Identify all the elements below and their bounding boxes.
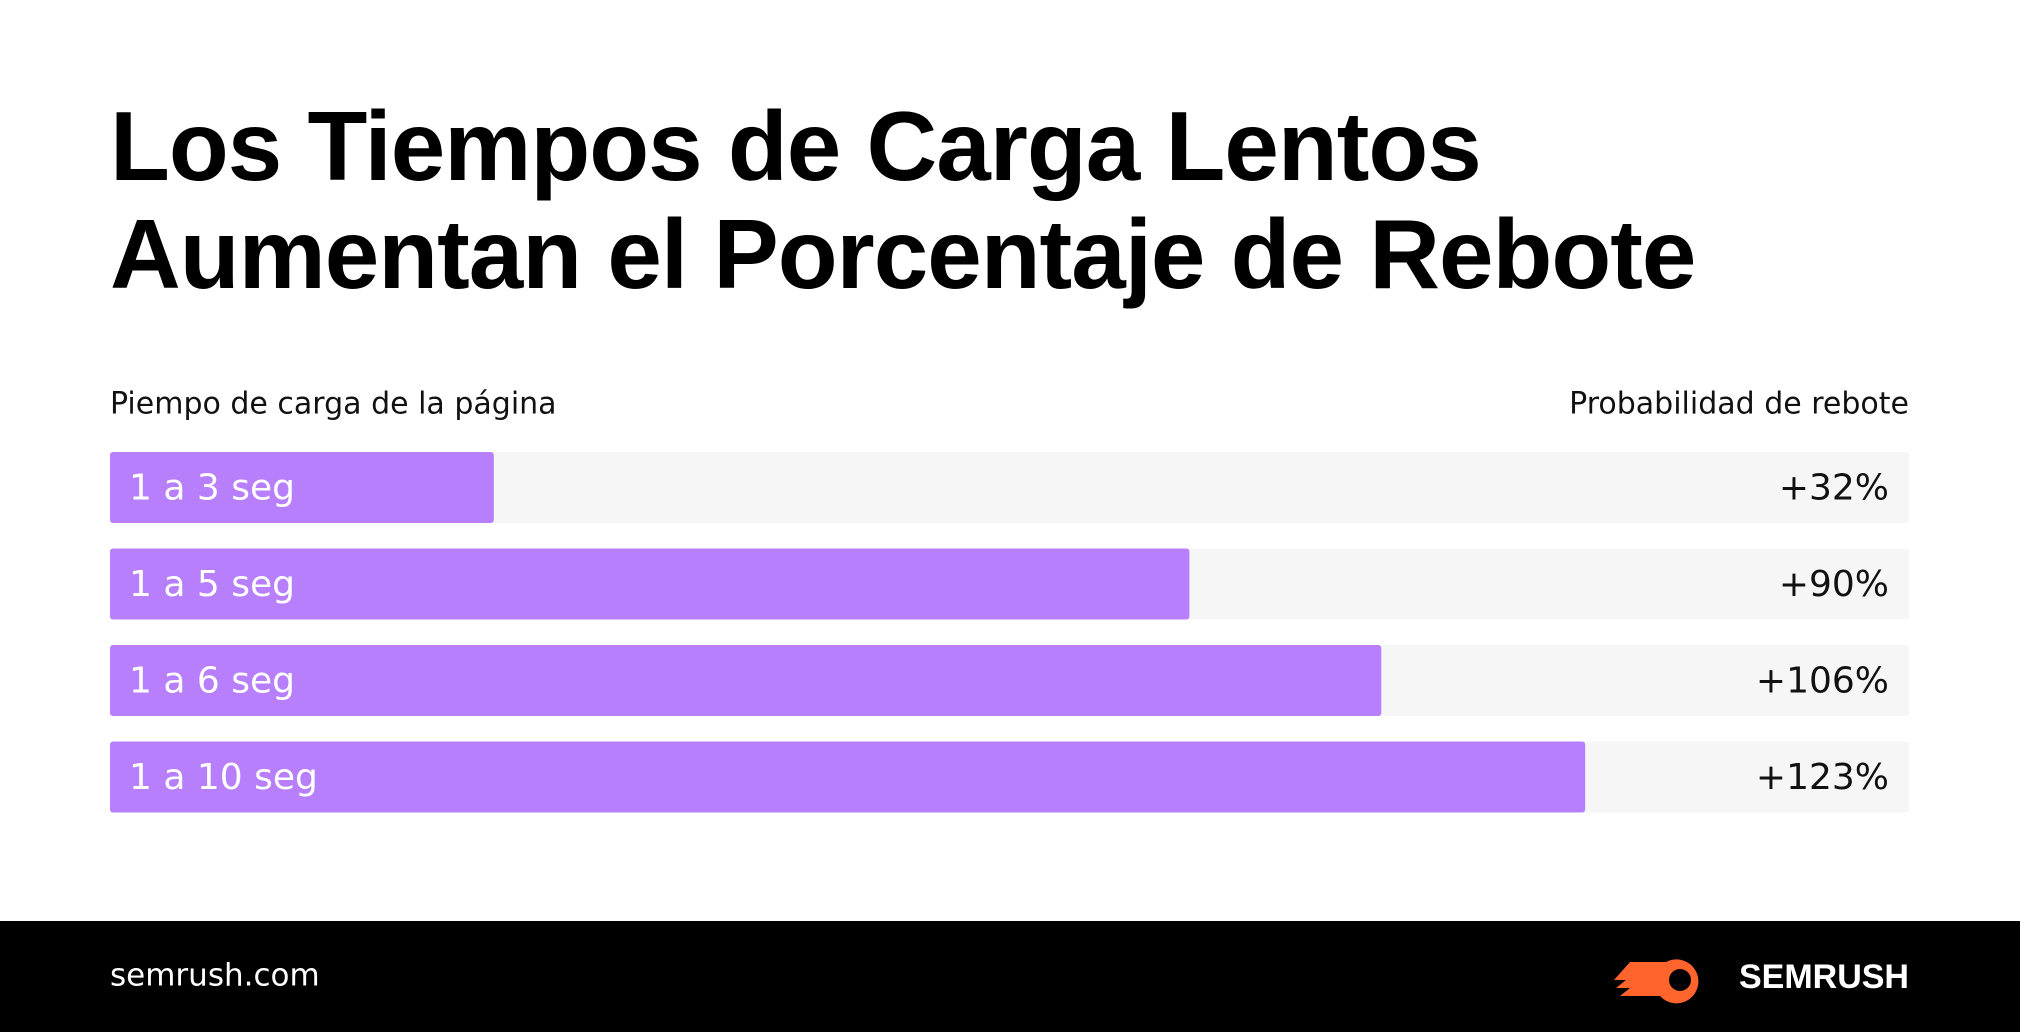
bar [110, 548, 1190, 620]
category-label: 1 a 3 seg [129, 468, 295, 509]
bar-track [110, 452, 1909, 523]
value-label: +90% [1779, 564, 1889, 605]
footer-site: semrush.com [110, 958, 320, 994]
category-label: 1 a 10 seg [129, 757, 318, 798]
footer-brand: SEMRUSH [1739, 958, 1909, 996]
category-label: 1 a 6 seg [129, 661, 295, 702]
bar [110, 645, 1382, 716]
value-header: Probabilidad de rebote [1569, 387, 1909, 422]
category-header: Piempo de carga de la página [110, 387, 557, 422]
brand-logo: SEMRUSH [1614, 958, 1909, 1004]
bar [110, 452, 494, 523]
category-label: 1 a 5 seg [129, 564, 295, 605]
value-label: +32% [1779, 468, 1889, 509]
value-label: +106% [1756, 661, 1889, 702]
chart-title: Los Tiempos de Carga Lentos Aumentan el … [110, 91, 1696, 309]
value-label: +123% [1756, 757, 1889, 798]
bar [110, 741, 1586, 813]
